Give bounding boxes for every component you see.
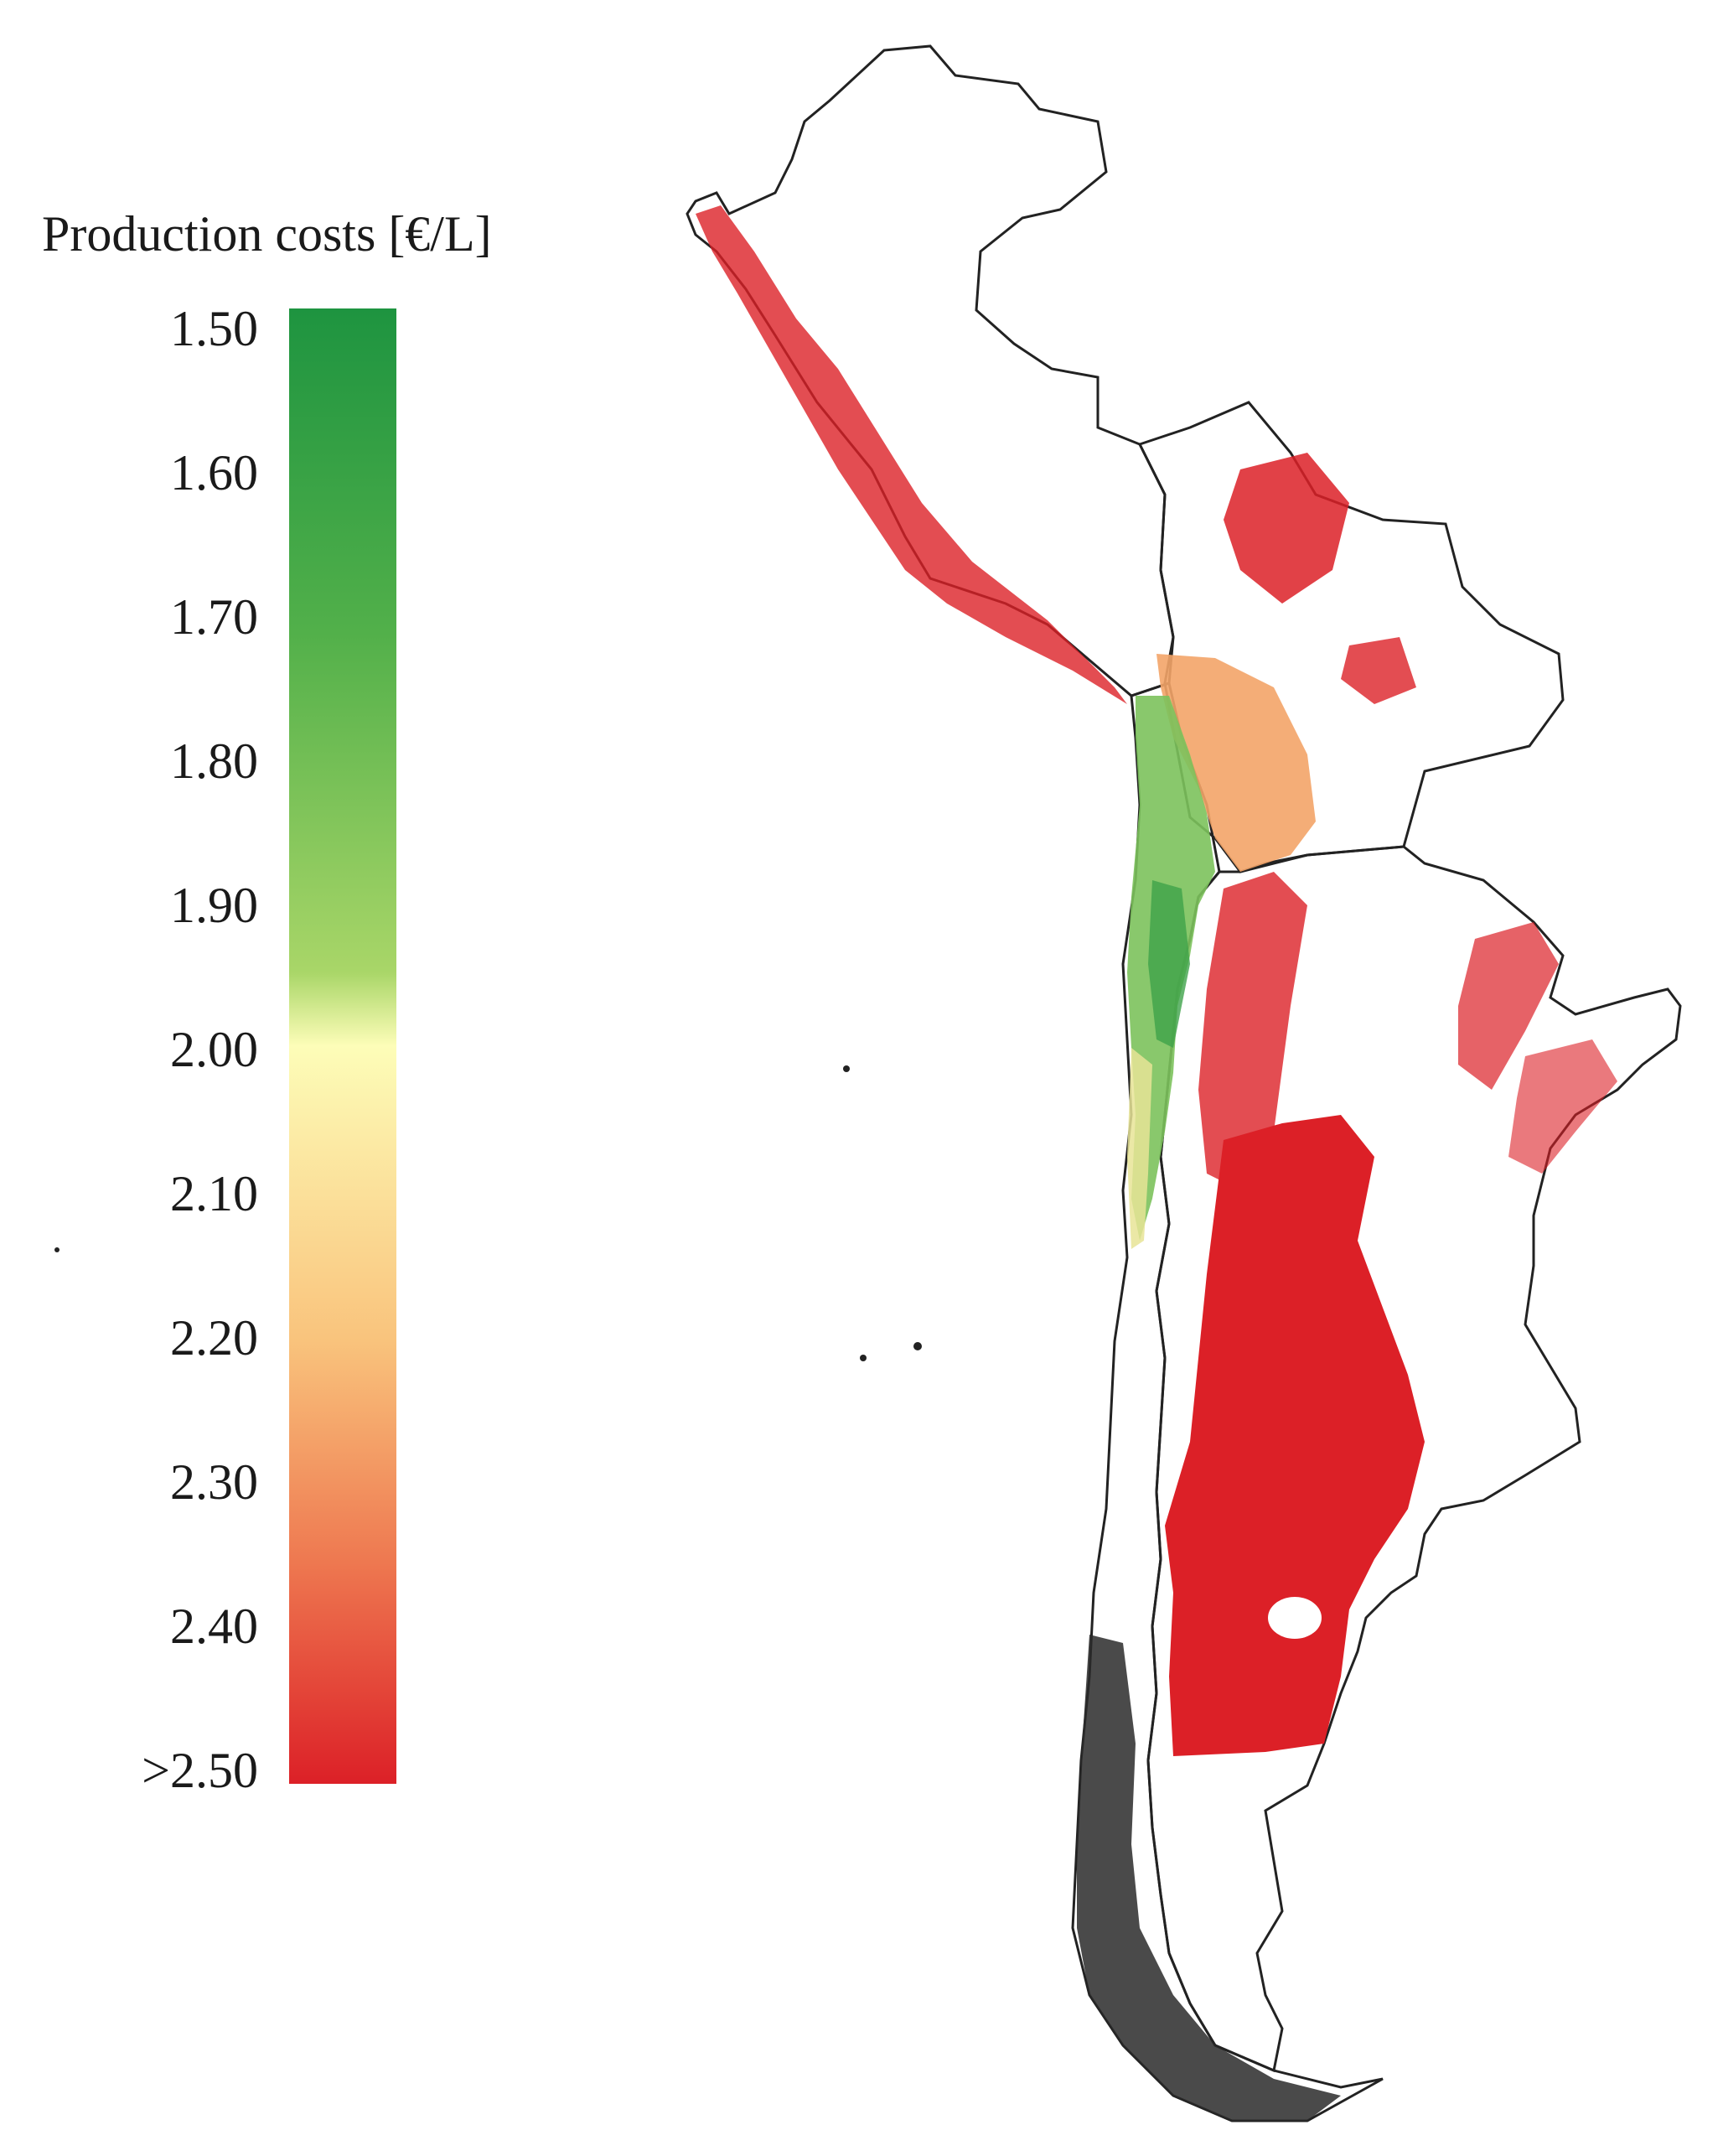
region-chile-core [1148, 880, 1190, 1048]
region-bolivia-south [1156, 654, 1316, 872]
region-argentina-pampas [1165, 1115, 1425, 1756]
legend-title: Production costs [€/L] [42, 206, 492, 262]
country-argentina [1146, 845, 1682, 2073]
legend-tick: 2.00 [170, 1022, 258, 1077]
island [913, 1342, 922, 1350]
region-argentina-northwest [1198, 872, 1307, 1190]
region-peru-coast [696, 205, 1127, 704]
legend-tick: 2.10 [170, 1166, 258, 1221]
region-bolivia-north [1224, 453, 1349, 604]
color-scale-bar [289, 308, 396, 1784]
region-chile-central [1127, 1048, 1152, 1249]
country-peru [686, 44, 1175, 697]
region-chile-archipelago [1077, 1635, 1341, 2121]
region-bolivia-east [1341, 637, 1416, 704]
legend-tick: 1.80 [170, 733, 258, 789]
island [860, 1355, 867, 1361]
legend-tick: >2.50 [142, 1743, 258, 1798]
legend-tick: 1.70 [170, 589, 258, 645]
legend-tick: 1.50 [170, 301, 258, 356]
legend-tick: 1.60 [170, 445, 258, 500]
region-argentina-northeast [1458, 922, 1559, 1090]
legend-tick: 2.40 [170, 1599, 258, 1654]
island [54, 1247, 60, 1252]
region-lake-gap [1268, 1597, 1322, 1639]
legend-tick: 2.30 [170, 1454, 258, 1510]
legend-tick: 2.20 [170, 1310, 258, 1366]
legend-tick: 1.90 [170, 878, 258, 933]
region-argentina-east [1508, 1039, 1617, 1174]
island [843, 1065, 850, 1072]
